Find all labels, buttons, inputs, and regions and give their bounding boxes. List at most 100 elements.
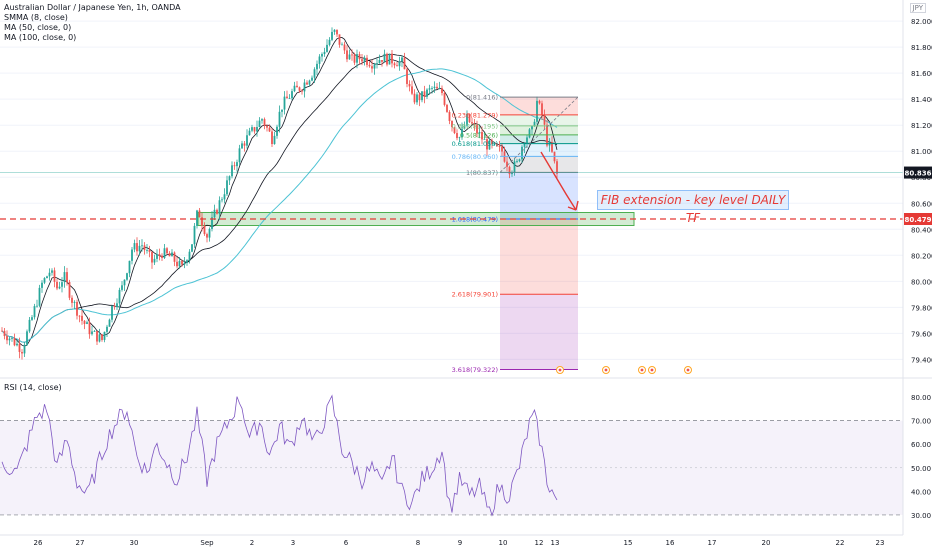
candle-body	[326, 44, 328, 52]
candle-body	[241, 143, 243, 149]
candle-body	[251, 127, 253, 131]
candle-body	[403, 57, 406, 70]
candle-body	[361, 59, 363, 62]
candle-body	[513, 161, 516, 173]
candle-body	[386, 53, 388, 65]
candle-body	[461, 128, 463, 138]
candle-body	[246, 135, 248, 146]
candle-body	[171, 252, 173, 257]
fib-zone	[500, 134, 578, 144]
smma-legend: SMMA (8, close)	[4, 13, 68, 22]
candle-body	[301, 90, 303, 92]
candle-body	[203, 225, 206, 235]
candle-body	[198, 210, 201, 218]
candle-body	[253, 127, 256, 132]
fib-level-label: 0.786(80.960)	[452, 153, 498, 161]
candle-body	[501, 146, 503, 152]
candle-body	[413, 93, 416, 103]
candle-body	[541, 103, 543, 115]
candle-body	[331, 31, 333, 40]
candle-body	[63, 272, 66, 283]
candle-body	[518, 159, 521, 162]
candle-body	[123, 279, 126, 286]
candle-body	[33, 306, 36, 318]
candle-body	[431, 88, 433, 89]
event-marker-dot	[558, 368, 562, 372]
candle-body	[458, 137, 461, 139]
candle-body	[248, 130, 251, 136]
fib-level-label: 0(81.416)	[466, 94, 498, 102]
candle-body	[193, 225, 196, 245]
annotation-note[interactable]: FIB extension - key level DAILY TF	[597, 190, 789, 225]
candle-body	[156, 254, 158, 259]
candle-body	[66, 272, 68, 283]
event-marker-dot	[686, 368, 690, 372]
rsi-pane	[0, 394, 903, 517]
candle-body	[146, 249, 148, 251]
candle-body	[163, 248, 166, 258]
currency-badge[interactable]: JPY	[909, 3, 926, 13]
candle-body	[266, 125, 268, 128]
candle-body	[436, 86, 438, 89]
price-tick-label: 81.800	[911, 44, 932, 52]
candle-body	[343, 44, 346, 51]
candle-body	[31, 317, 33, 320]
candle-body	[228, 176, 231, 181]
candle-body	[333, 29, 336, 32]
candle-body	[411, 86, 413, 94]
candle-body	[223, 194, 226, 200]
candle-body	[318, 56, 321, 64]
candle-body	[283, 96, 286, 110]
candle-body	[468, 113, 471, 123]
symbol-title: Australian Dollar / Japanese Yen, 1h, OA…	[4, 3, 181, 12]
fib-zone	[500, 125, 578, 135]
rsi-tick-label: 50.00	[911, 465, 931, 473]
fib-zone	[500, 219, 578, 295]
time-tick-label: 22	[836, 539, 845, 547]
candle-body	[268, 127, 271, 132]
candle-body	[521, 146, 523, 160]
time-tick-label: 9	[458, 539, 462, 547]
candle-body	[396, 65, 398, 67]
candle-body	[23, 344, 26, 354]
candle-body	[73, 301, 76, 303]
candle-body	[316, 63, 318, 70]
candle-body	[291, 91, 293, 99]
event-marker-dot	[604, 368, 608, 372]
candle-body	[528, 129, 531, 138]
ma100-legend: MA (100, close, 0)	[4, 33, 77, 42]
candle-body	[428, 88, 431, 90]
candle-body	[48, 272, 51, 277]
candle-body	[13, 338, 16, 346]
fib-level-label: 3.618(79.322)	[452, 366, 498, 374]
fib-zone	[500, 97, 578, 115]
time-tick-label: Sep	[200, 539, 214, 547]
candle-body	[58, 286, 61, 289]
candle-body	[376, 63, 378, 65]
candle-body	[388, 53, 391, 65]
candle-body	[86, 322, 88, 324]
current-price-tag	[904, 166, 932, 179]
candle-body	[166, 248, 168, 254]
candle-body	[243, 143, 246, 146]
price-tick-label: 79.400	[911, 356, 932, 364]
candle-body	[321, 54, 323, 57]
candle-body	[383, 53, 386, 62]
candle-body	[208, 228, 211, 238]
candle-body	[131, 249, 133, 261]
candle-body	[273, 135, 276, 145]
candle-body	[88, 322, 91, 335]
time-tick-label: 30	[130, 539, 139, 547]
candle-body	[438, 88, 441, 90]
candle-body	[61, 282, 63, 287]
fib-level-label: 0.5(81.126)	[460, 131, 498, 139]
candle-body	[368, 64, 371, 67]
candle-body	[486, 139, 488, 150]
fib-zone	[500, 156, 578, 173]
candle-body	[258, 120, 261, 127]
candle-body	[263, 119, 266, 126]
candle-body	[443, 93, 446, 105]
key-level-price-label: 80.479	[904, 216, 931, 224]
candle-body	[231, 165, 233, 177]
candle-body	[41, 282, 43, 288]
